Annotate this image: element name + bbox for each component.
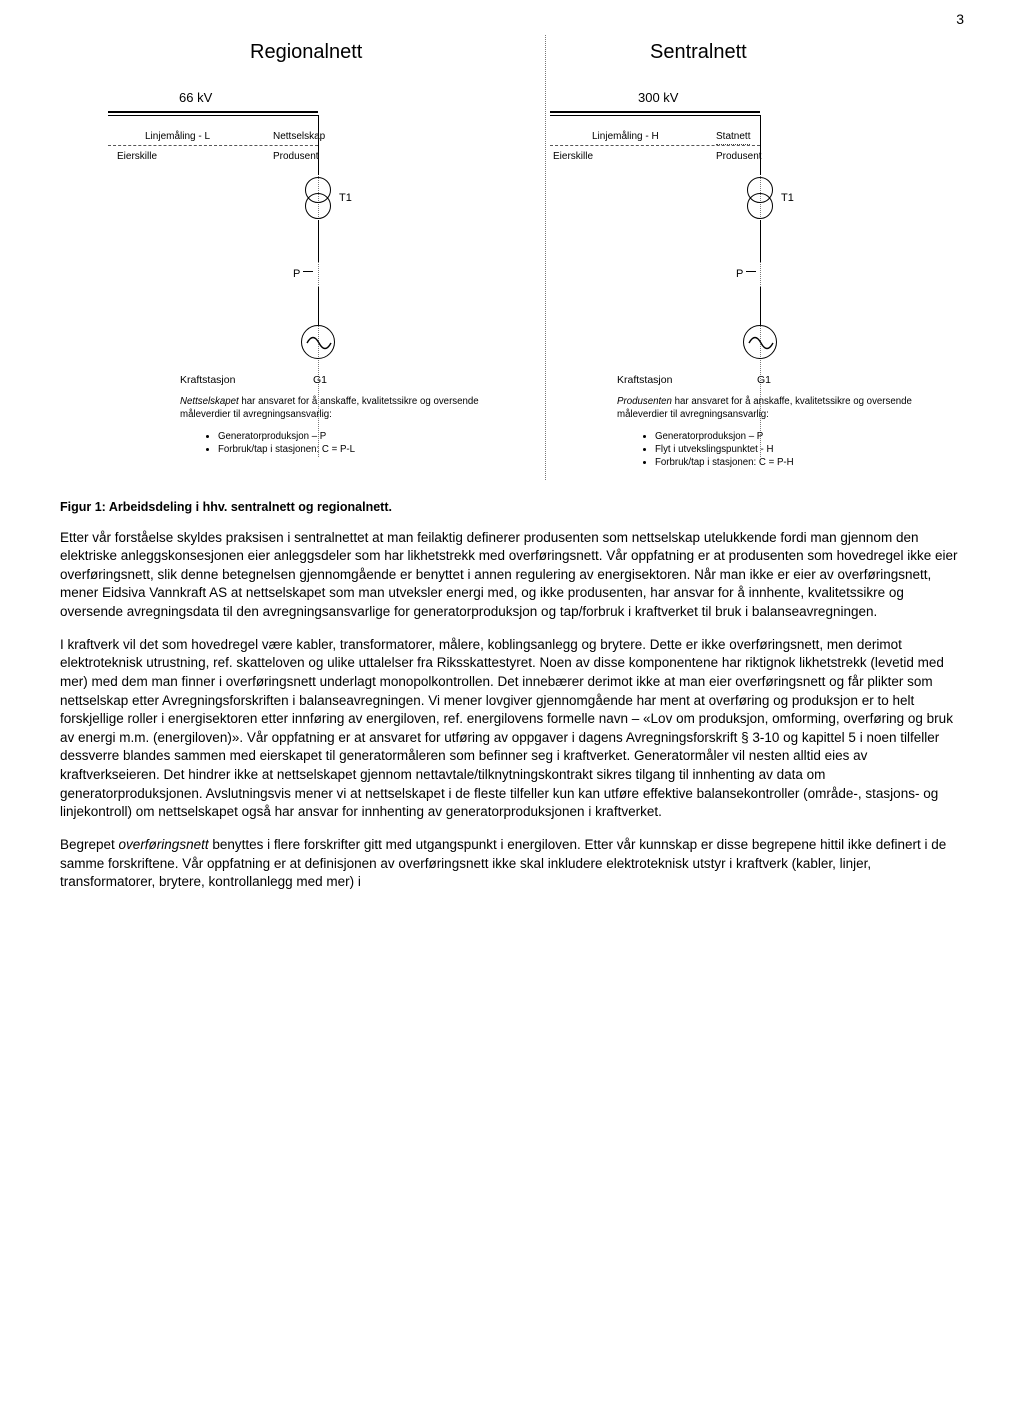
label-eierskille-left: Eierskille	[117, 150, 157, 164]
transformer-icon-right: T1	[743, 177, 777, 223]
body-para-2: I kraftverk vil det som hovedregel være …	[60, 636, 964, 822]
para3-a: Begrepet	[60, 837, 119, 852]
ownership-dash-right	[550, 145, 760, 146]
kraftstasjon-left: Kraftstasjon	[180, 373, 235, 387]
resp-bullet: Forbruk/tap i stasjonen: C = P-L	[218, 443, 500, 456]
ownership-dash-left	[108, 145, 318, 146]
resp-bullet: Forbruk/tap i stasjonen: C = P-H	[655, 456, 947, 469]
trafo-label-right: T1	[781, 191, 794, 206]
busbar-left	[108, 111, 318, 113]
body-para-3: Begrepet overføringsnett benyttes i fler…	[60, 836, 964, 892]
figure-caption: Figur 1: Arbeidsdeling i hhv. sentralnet…	[60, 499, 964, 516]
wire	[760, 115, 761, 175]
p-label-left: P	[293, 267, 300, 282]
label-netcompany-right: Statnett	[716, 130, 750, 145]
wire	[318, 115, 319, 175]
label-eierskille-right: Eierskille	[553, 150, 593, 164]
wire	[318, 287, 319, 325]
p-tick-right	[746, 271, 756, 272]
responsibility-right: Produsenten har ansvaret for å anskaffe,…	[617, 395, 947, 468]
diagram-title-left: Regionalnett	[250, 39, 362, 67]
body-para-1: Etter vår forståelse skyldes praksisen i…	[60, 529, 964, 622]
wire	[760, 220, 761, 262]
responsibility-left: Nettselskapet har ansvaret for å anskaff…	[180, 395, 500, 455]
para3-term: overføringsnett	[119, 837, 209, 852]
resp-bullet: Flyt i utvekslingspunktet - H	[655, 443, 947, 456]
diagram-title-right: Sentralnett	[650, 39, 747, 67]
generator-icon-left	[301, 325, 335, 359]
wire	[760, 287, 761, 325]
wire	[318, 220, 319, 262]
p-label-right: P	[736, 267, 743, 282]
resp-actor-right: Produsenten	[617, 396, 672, 407]
p-tick-left	[303, 271, 313, 272]
voltage-right: 300 kV	[638, 89, 678, 107]
label-produsent-left: Produsent	[273, 150, 319, 164]
kraftstasjon-right: Kraftstasjon	[617, 373, 672, 387]
generator-icon-right	[743, 325, 777, 359]
label-line-measure-right: Linjemåling - H	[592, 130, 659, 144]
trafo-label-left: T1	[339, 191, 352, 206]
gen-label-left: G1	[313, 373, 327, 387]
page-number: 3	[60, 10, 964, 29]
resp-actor-left: Nettselskapet	[180, 396, 239, 407]
divider-center	[545, 35, 546, 480]
label-line-measure-left: Linjemåling - L	[145, 130, 210, 144]
resp-bullet: Generatorproduksjon – P	[218, 430, 500, 443]
busbar-right	[550, 111, 760, 113]
label-produsent-right: Produsent	[716, 150, 762, 164]
resp-bullet: Generatorproduksjon – P	[655, 430, 947, 443]
gen-label-right: G1	[757, 373, 771, 387]
figure-1-diagram: Regionalnett Sentralnett 66 kV Linjemåli…	[60, 35, 964, 495]
voltage-left: 66 kV	[179, 89, 212, 107]
transformer-icon-left: T1	[301, 177, 335, 223]
